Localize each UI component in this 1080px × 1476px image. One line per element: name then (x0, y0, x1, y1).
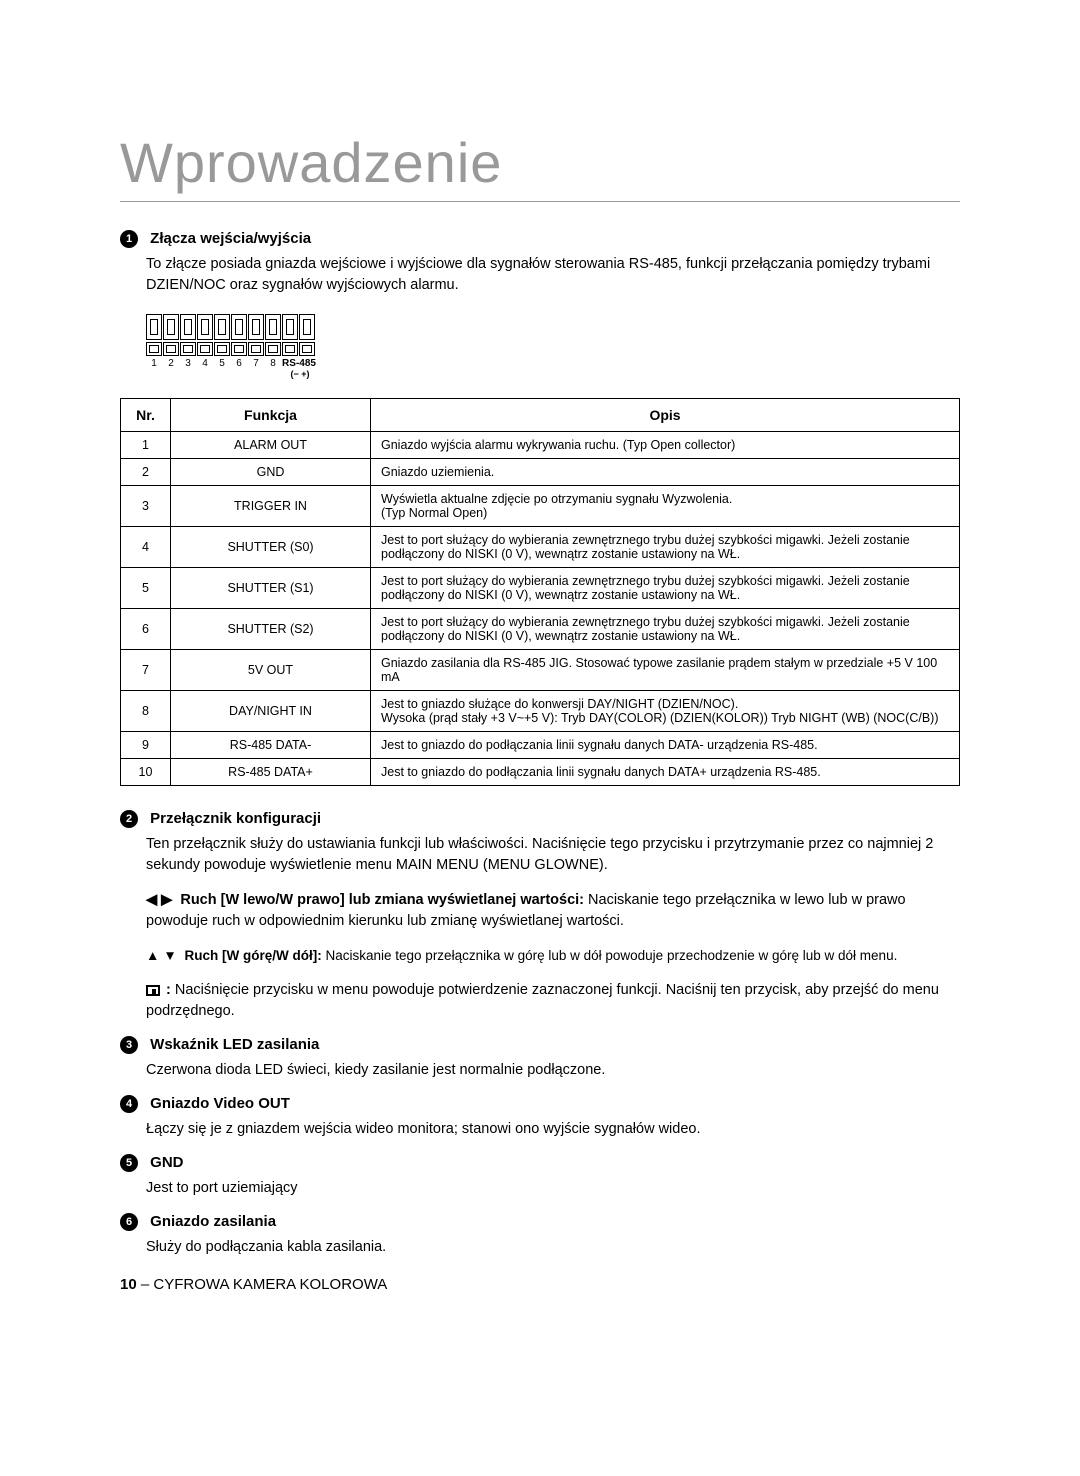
cell-fn: SHUTTER (S0) (171, 527, 371, 568)
sec2-desc: Ten przełącznik służy do ustawiania funk… (146, 834, 960, 876)
sec6-head: 6 Gniazdo zasilania (120, 1213, 960, 1231)
th-fn: Funkcja (171, 399, 371, 432)
cell-nr: 9 (121, 732, 171, 759)
cell-nr: 2 (121, 459, 171, 486)
cell-desc: Jest to port służący do wybierania zewnę… (371, 568, 960, 609)
sec4-title: Gniazdo Video OUT (150, 1095, 290, 1112)
page-title: Wprowadzenie (120, 130, 960, 202)
cell-desc: Wyświetla aktualne zdjęcie po otrzymaniu… (371, 486, 960, 527)
bullet-3: 3 (120, 1036, 138, 1054)
cell-fn: RS-485 DATA- (171, 732, 371, 759)
th-desc: Opis (371, 399, 960, 432)
cell-desc: Jest to gniazdo do podłączania linii syg… (371, 759, 960, 786)
bullet-4: 4 (120, 1095, 138, 1113)
cell-desc: Gniazdo uziemienia. (371, 459, 960, 486)
arrow-right-icon: ▶ (161, 890, 172, 911)
th-nr: Nr. (121, 399, 171, 432)
sec5-head: 5 GND (120, 1154, 960, 1172)
sec6-title: Gniazdo zasilania (150, 1213, 276, 1230)
sec2-title: Przełącznik konfiguracji (150, 810, 321, 827)
cell-fn: SHUTTER (S1) (171, 568, 371, 609)
table-row: 5SHUTTER (S1)Jest to port służący do wyb… (121, 568, 960, 609)
cell-nr: 5 (121, 568, 171, 609)
cell-fn: RS-485 DATA+ (171, 759, 371, 786)
sec3-title: Wskaźnik LED zasilania (150, 1036, 319, 1053)
bullet-2: 2 (120, 810, 138, 828)
table-row: 1ALARM OUTGniazdo wyjścia alarmu wykrywa… (121, 432, 960, 459)
table-row: 6SHUTTER (S2)Jest to port służący do wyb… (121, 609, 960, 650)
cell-desc: Jest to gniazdo do podłączania linii syg… (371, 732, 960, 759)
sec2-lr: ◀▶ Ruch [W lewo/W prawo] lub zmiana wyśw… (146, 890, 960, 932)
cell-nr: 4 (121, 527, 171, 568)
cell-nr: 3 (121, 486, 171, 527)
arrow-up-icon: ▲ (146, 946, 159, 966)
sec4-head: 4 Gniazdo Video OUT (120, 1095, 960, 1113)
cell-fn: TRIGGER IN (171, 486, 371, 527)
pin-labels: 1 2 3 4 5 6 7 8 RS-485 (− +) (146, 358, 960, 380)
cell-desc: Jest to port służący do wybierania zewnę… (371, 609, 960, 650)
cell-nr: 10 (121, 759, 171, 786)
cell-fn: SHUTTER (S2) (171, 609, 371, 650)
enter-icon (146, 985, 160, 996)
cell-fn: DAY/NIGHT IN (171, 691, 371, 732)
table-row: 8DAY/NIGHT INJest to gniazdo służące do … (121, 691, 960, 732)
cell-nr: 8 (121, 691, 171, 732)
page-footer: 10 – CYFROWA KAMERA KOLOROWA (120, 1276, 960, 1293)
table-row: 75V OUTGniazdo zasilania dla RS-485 JIG.… (121, 650, 960, 691)
cell-desc: Gniazdo wyjścia alarmu wykrywania ruchu.… (371, 432, 960, 459)
sec5-title: GND (150, 1154, 183, 1171)
arrow-down-icon: ▼ (163, 946, 176, 966)
sec2-enter: : Naciśnięcie przycisku w menu powoduje … (146, 980, 960, 1022)
cell-fn: 5V OUT (171, 650, 371, 691)
sec2-ud: ▲▼ Ruch [W górę/W dół]: Naciskanie tego … (146, 946, 960, 966)
cell-desc: Gniazdo zasilania dla RS-485 JIG. Stosow… (371, 650, 960, 691)
bullet-1: 1 (120, 230, 138, 248)
table-row: 9RS-485 DATA-Jest to gniazdo do podłącza… (121, 732, 960, 759)
sec1-head: 1 Złącza wejścia/wyjścia (120, 230, 960, 248)
cell-nr: 1 (121, 432, 171, 459)
sec5-desc: Jest to port uziemiający (146, 1178, 960, 1199)
cell-nr: 7 (121, 650, 171, 691)
connector-diagram: 1 2 3 4 5 6 7 8 RS-485 (− +) (146, 314, 960, 380)
cell-desc: Jest to gniazdo służące do konwersji DAY… (371, 691, 960, 732)
bullet-5: 5 (120, 1154, 138, 1172)
sec3-head: 3 Wskaźnik LED zasilania (120, 1036, 960, 1054)
cell-fn: GND (171, 459, 371, 486)
sec6-desc: Służy do podłączania kabla zasilania. (146, 1237, 960, 1258)
sec1-desc: To złącze posiada gniazda wejściowe i wy… (146, 254, 960, 296)
bullet-6: 6 (120, 1213, 138, 1231)
table-row: 3TRIGGER INWyświetla aktualne zdjęcie po… (121, 486, 960, 527)
table-row: 10RS-485 DATA+Jest to gniazdo do podłącz… (121, 759, 960, 786)
sec3-desc: Czerwona dioda LED świeci, kiedy zasilan… (146, 1060, 960, 1081)
pin-table: Nr. Funkcja Opis 1ALARM OUTGniazdo wyjśc… (120, 398, 960, 786)
sec1-title: Złącza wejścia/wyjścia (150, 230, 311, 247)
sec4-desc: Łączy się je z gniazdem wejścia wideo mo… (146, 1119, 960, 1140)
cell-fn: ALARM OUT (171, 432, 371, 459)
table-row: 2GNDGniazdo uziemienia. (121, 459, 960, 486)
cell-desc: Jest to port służący do wybierania zewnę… (371, 527, 960, 568)
sec2-head: 2 Przełącznik konfiguracji (120, 810, 960, 828)
table-row: 4SHUTTER (S0)Jest to port służący do wyb… (121, 527, 960, 568)
cell-nr: 6 (121, 609, 171, 650)
arrow-left-icon: ◀ (146, 890, 157, 911)
